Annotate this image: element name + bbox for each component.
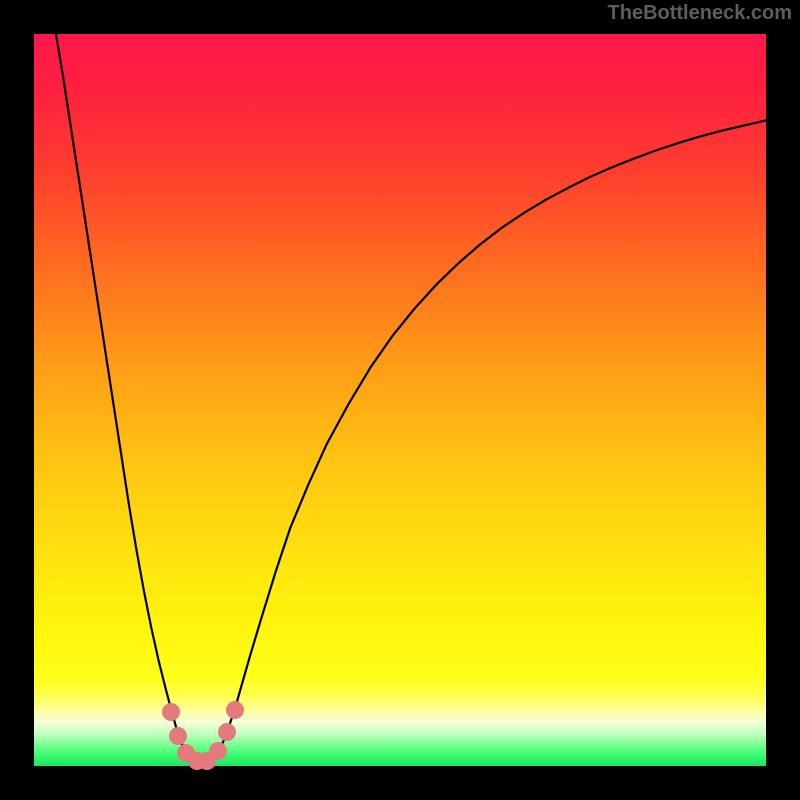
watermark-text: TheBottleneck.com bbox=[608, 2, 792, 25]
data-marker bbox=[226, 701, 244, 719]
bottleneck-curve bbox=[34, 34, 766, 766]
data-marker bbox=[218, 723, 236, 741]
data-marker bbox=[169, 727, 187, 745]
canvas: TheBottleneck.com bbox=[0, 0, 800, 800]
data-marker bbox=[209, 742, 227, 760]
curve-path bbox=[56, 34, 766, 762]
plot-area bbox=[34, 34, 766, 766]
data-marker bbox=[162, 703, 180, 721]
